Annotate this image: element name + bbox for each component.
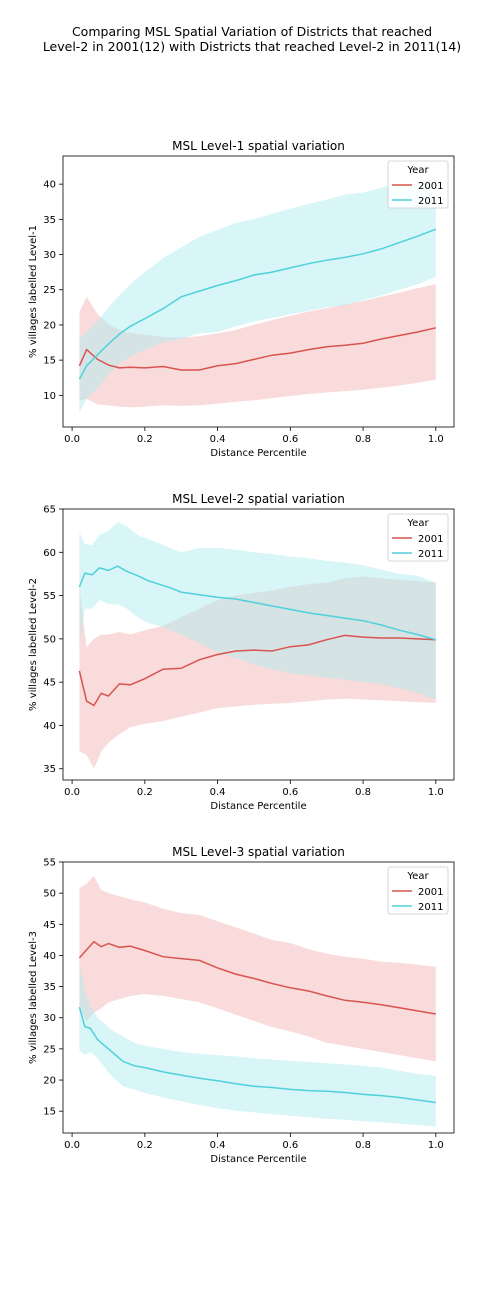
x-axis-label: Distance Percentile xyxy=(210,1154,306,1165)
confidence-band-2011 xyxy=(79,180,436,413)
y-tick-label: 35 xyxy=(43,982,56,993)
x-tick-label: 1.0 xyxy=(428,434,444,445)
y-tick-label: 45 xyxy=(43,678,56,689)
y-axis-label: % villages labelled Level-3 xyxy=(28,931,39,1064)
y-tick-label: 25 xyxy=(43,285,56,296)
series-line-2001 xyxy=(78,327,436,371)
legend-entry-2001: 2001 xyxy=(418,534,443,545)
x-tick-label: 0.0 xyxy=(64,434,80,445)
x-tick-label: 1.0 xyxy=(428,1140,444,1151)
series-line-2011 xyxy=(78,565,437,641)
y-tick-label: 15 xyxy=(43,1107,56,1118)
y-tick-label: 30 xyxy=(43,1013,56,1024)
chart-panel-1: 0.0 0.2 0.4 0.6 0.8 1.0 10 15 20 25 30 35 40 MSL Leve… xyxy=(28,139,455,459)
chart-panel-3: 0.0 0.2 0.4 0.6 0.8 1.0 15 20 25 30 35 40 45 50 55 MSL … xyxy=(28,845,455,1165)
y-tick-label: 20 xyxy=(43,1076,56,1087)
legend: Year 2001 2011 xyxy=(387,866,449,915)
x-axis-label: Distance Percentile xyxy=(210,801,306,812)
y-tick-label: 40 xyxy=(43,180,56,191)
y-tick-label: 35 xyxy=(43,764,56,775)
y-tick-label: 50 xyxy=(43,889,56,900)
y-tick-label: 35 xyxy=(43,215,56,226)
legend-entry-2011: 2011 xyxy=(418,902,443,913)
figure-title-line2: Level-2 in 2001(12) with Districts that … xyxy=(42,39,462,54)
y-tick-label: 55 xyxy=(43,591,56,602)
chart-title: MSL Level-3 spatial variation xyxy=(172,845,345,859)
x-tick-label: 0.4 xyxy=(210,787,226,798)
confidence-band-2011 xyxy=(79,964,436,1127)
plot-frame xyxy=(62,508,455,781)
y-tick-label: 65 xyxy=(43,505,56,516)
y-tick-label: 10 xyxy=(43,391,56,402)
legend: Year 2001 2011 xyxy=(387,513,449,562)
legend-entry-2001: 2001 xyxy=(418,181,443,192)
x-tick-label: 0.8 xyxy=(355,434,371,445)
y-tick-label: 55 xyxy=(43,858,56,869)
y-tick-label: 60 xyxy=(43,548,56,559)
x-tick-label: 0.2 xyxy=(137,787,153,798)
series-line-2011 xyxy=(78,1006,436,1104)
y-tick-label: 20 xyxy=(43,320,56,331)
x-axis-label: Distance Percentile xyxy=(210,448,306,459)
x-tick-label: 0.6 xyxy=(282,787,298,798)
legend-entry-2011: 2011 xyxy=(418,549,443,560)
series-line-2011 xyxy=(78,228,437,380)
series-line-2001 xyxy=(78,634,436,707)
x-tick-label: 1.0 xyxy=(428,787,444,798)
x-tick-label: 0.4 xyxy=(210,1140,226,1151)
y-tick-label: 40 xyxy=(43,721,56,732)
series-line-2001 xyxy=(78,940,436,1015)
x-tick-label: 0.2 xyxy=(137,434,153,445)
y-tick-label: 15 xyxy=(43,356,56,367)
x-tick-label: 0.8 xyxy=(355,787,371,798)
legend-box xyxy=(387,513,449,562)
plot-frame xyxy=(62,861,455,1134)
x-tick-label: 0.6 xyxy=(282,1140,298,1151)
y-axis-label: % villages labelled Level-2 xyxy=(28,578,39,711)
legend-box xyxy=(387,160,449,209)
y-tick-label: 50 xyxy=(43,634,56,645)
x-tick-label: 0.2 xyxy=(137,1140,153,1151)
legend-title: Year xyxy=(406,871,429,882)
x-tick-label: 0.4 xyxy=(210,434,226,445)
x-tick-label: 0.8 xyxy=(355,1140,371,1151)
chart-title: MSL Level-2 spatial variation xyxy=(172,492,345,506)
legend-entry-2001: 2001 xyxy=(418,887,443,898)
y-tick-label: 45 xyxy=(43,920,56,931)
confidence-band-2011 xyxy=(79,522,436,700)
y-tick-label: 25 xyxy=(43,1044,56,1055)
plot-frame xyxy=(62,155,455,428)
confidence-band-2001 xyxy=(79,875,436,1062)
legend-title: Year xyxy=(406,518,429,529)
legend: Year 2001 2011 xyxy=(387,160,449,209)
legend-title: Year xyxy=(406,165,429,176)
chart-panel-2: 0.0 0.2 0.4 0.6 0.8 1.0 35 40 45 50 55 60 65 MSL Leve… xyxy=(28,492,455,812)
x-tick-label: 0.6 xyxy=(282,434,298,445)
chart-title: MSL Level-1 spatial variation xyxy=(172,139,345,153)
x-tick-label: 0.0 xyxy=(64,1140,80,1151)
figure-title-line1: Comparing MSL Spatial Variation of Distr… xyxy=(71,24,433,39)
x-tick-label: 0.0 xyxy=(64,787,80,798)
y-tick-label: 40 xyxy=(43,951,56,962)
legend-entry-2011: 2011 xyxy=(418,196,443,207)
legend-box xyxy=(387,866,449,915)
y-tick-label: 30 xyxy=(43,250,56,261)
y-axis-label: % villages labelled Level-1 xyxy=(28,225,39,358)
figure-title: Comparing MSL Spatial Variation of Distr… xyxy=(0,24,504,54)
confidence-band-2001 xyxy=(79,284,436,408)
